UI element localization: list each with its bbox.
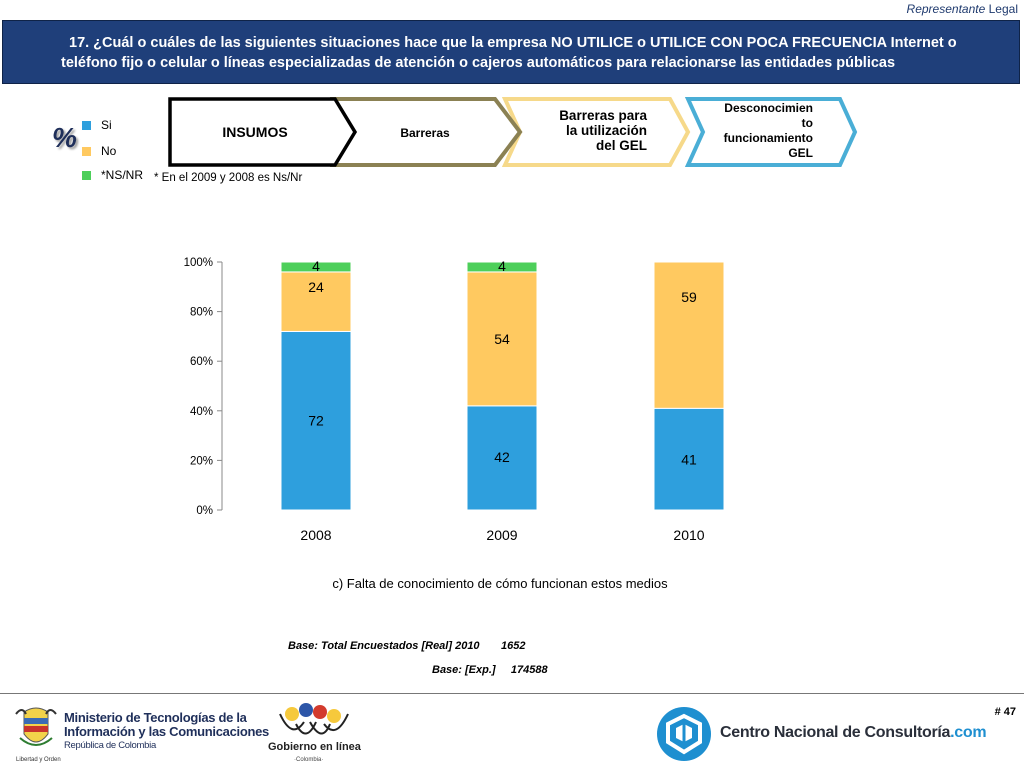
gobierno-en-linea-country: ·Colombia· xyxy=(294,757,324,763)
chevron-barreras-gel-line-1: Barreras para xyxy=(559,108,647,123)
bar-segment-2010-0 xyxy=(653,407,725,511)
chart-caption: c) Falta de conocimiento de cómo funcion… xyxy=(332,576,668,591)
gobierno-en-linea-name: Gobierno en línea xyxy=(268,741,361,753)
chevron-desconocimiento-label: Desconocimien to funcionamiento GEL xyxy=(693,101,813,161)
chevron-shape-desconocimiento xyxy=(684,97,858,167)
bar-segment-2008-0 xyxy=(280,330,352,511)
representante-legal-link[interactable]: Representante Legal xyxy=(907,2,1018,16)
data-label-2010-1: 59 xyxy=(681,289,697,305)
percent-symbol: % xyxy=(52,122,77,153)
legend-swatch-no xyxy=(82,146,91,156)
base-exp: Base: [Exp.] 174588 xyxy=(432,664,548,676)
x-axis-labels: 2008 2009 2010 xyxy=(300,527,704,543)
legend-item-nsnr: *NS/NR xyxy=(82,168,143,182)
y-tick-label: 60% xyxy=(190,356,213,368)
colombia-coat-of-arms-icon xyxy=(15,707,57,746)
base-total-label: Base: Total Encuestados [Real] 2010 xyxy=(288,640,480,652)
chevron-insumos-label: INSUMOS xyxy=(222,124,288,140)
chevron-barreras-gel-label: Barreras para la utilización del GEL xyxy=(527,108,647,153)
base-exp-label: Base: [Exp.] xyxy=(432,664,496,676)
page-number: # 47 xyxy=(994,706,1016,718)
footnote: * En el 2009 y 2008 es Ns/Nr xyxy=(154,172,303,184)
legend-item-si: Si xyxy=(82,118,112,132)
question-header: 17. ¿Cuál o cuáles de las siguientes sit… xyxy=(2,20,1020,84)
y-tick-label: 20% xyxy=(190,455,213,467)
chevron-desconocimiento-line-3: funcionamiento xyxy=(723,131,813,145)
mintic-name: Ministerio de Tecnologías de la Informac… xyxy=(64,711,269,753)
mintic-line-3: República de Colombia xyxy=(64,740,156,751)
bar-segment-2010-1 xyxy=(653,261,725,409)
y-tick-label: 0% xyxy=(196,505,213,517)
chevron-shape-insumos xyxy=(168,97,358,167)
legend-swatch-si xyxy=(82,120,91,130)
x-label-2008: 2008 xyxy=(300,527,331,543)
rep-italic: Representante xyxy=(906,2,986,16)
chevron-barreras-gel-line-2: la utilización xyxy=(565,123,647,138)
chevron-graphic xyxy=(168,97,858,167)
mintic-line-2: Información y las Comunicaciones xyxy=(64,724,269,739)
x-label-2010: 2010 xyxy=(673,527,704,543)
y-tick-label: 80% xyxy=(190,307,213,319)
cnc-name-text: Centro Nacional de Consultoría xyxy=(720,724,951,741)
mintic-line-1: Ministerio de Tecnologías de la xyxy=(64,710,247,725)
chevron-desconocimiento-line-2: to xyxy=(801,116,813,130)
bar-segment-2008-2 xyxy=(280,261,352,273)
chevron-desconocimiento-line-4: GEL xyxy=(788,146,813,160)
footer-divider xyxy=(0,693,1024,694)
legend-label-nsnr: *NS/NR xyxy=(101,168,144,182)
cnc-name: Centro Nacional de Consultoría.com xyxy=(720,724,987,742)
data-label-2008-2: 4 xyxy=(312,258,320,274)
base-total: Base: Total Encuestados [Real] 2010 1652 xyxy=(288,640,525,652)
bar-segment-2009-0 xyxy=(466,405,538,511)
bars: 72 24 4 42 54 4 41 59 xyxy=(280,258,725,511)
y-tick-label: 100% xyxy=(184,257,213,269)
process-chevrons: INSUMOS Barreras Barreras para la utiliz… xyxy=(165,96,865,177)
rep-plain: Legal xyxy=(988,2,1018,16)
data-label-2009-1: 54 xyxy=(494,331,510,347)
legend-item-no: No xyxy=(82,144,116,158)
y-axis: 0% 20% 40% 60% 80% 100% xyxy=(184,257,223,517)
x-label-2009: 2009 xyxy=(486,527,517,543)
base-exp-value: 174588 xyxy=(510,664,548,676)
legend-swatch-nsnr xyxy=(82,170,91,180)
data-label-2008-1: 24 xyxy=(308,279,324,295)
legend-label-no: No xyxy=(101,144,117,158)
data-label-2009-2: 4 xyxy=(498,258,506,274)
chevron-barreras-gel-line-3: del GEL xyxy=(595,138,647,153)
colombia-motto: Libertad y Orden xyxy=(16,757,61,763)
base-total-value: 1652 xyxy=(500,640,526,652)
y-tick-label: 40% xyxy=(190,406,213,418)
bar-segment-2008-1 xyxy=(280,271,352,332)
cnc-logo-icon xyxy=(657,707,711,761)
chevron-desconocimiento-line-1: Desconocimien xyxy=(724,101,813,115)
data-label-2008-0: 72 xyxy=(308,412,324,428)
chevron-barreras-label: Barreras xyxy=(400,126,450,140)
data-label-2009-0: 42 xyxy=(494,449,510,465)
gobierno-en-linea-figures-icon xyxy=(279,703,349,735)
data-label-2010-0: 41 xyxy=(681,451,697,467)
bar-segment-2009-2 xyxy=(466,261,538,273)
legend-label-si: Si xyxy=(101,118,112,132)
cnc-suffix: .com xyxy=(950,724,987,741)
question-text: 17. ¿Cuál o cuáles de las siguientes sit… xyxy=(61,35,957,71)
